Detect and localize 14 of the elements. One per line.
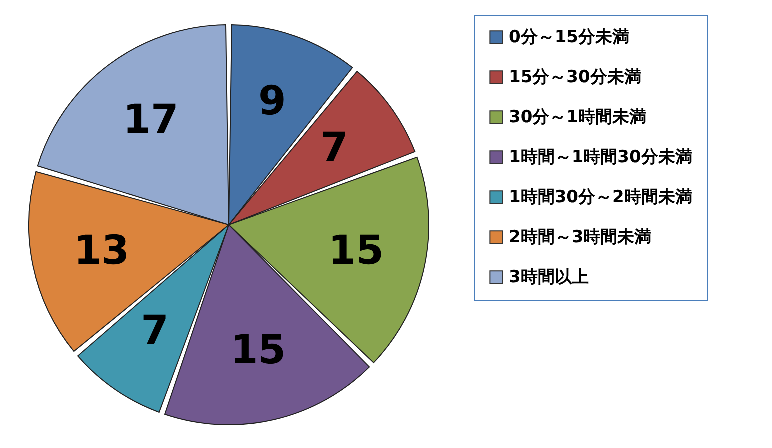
data-label: 13 (74, 228, 130, 274)
legend-label: 1時間～1時間30分未満 (509, 148, 692, 168)
legend-label: 3時間以上 (509, 268, 589, 288)
data-label: 15 (230, 328, 286, 374)
data-label: 17 (123, 96, 179, 143)
data-label: 15 (328, 228, 384, 274)
legend-label: 15分～30分未満 (509, 68, 642, 88)
legend-label: 1時間30分～2時間未満 (509, 188, 692, 208)
legend-label: 30分～1時間未満 (509, 108, 646, 128)
data-label: 7 (320, 124, 348, 171)
data-label: 7 (141, 308, 169, 354)
data-label: 9 (258, 78, 286, 124)
legend-label: 2時間～3時間未満 (509, 228, 652, 248)
legend-label: 0分～15分未満 (509, 28, 630, 48)
